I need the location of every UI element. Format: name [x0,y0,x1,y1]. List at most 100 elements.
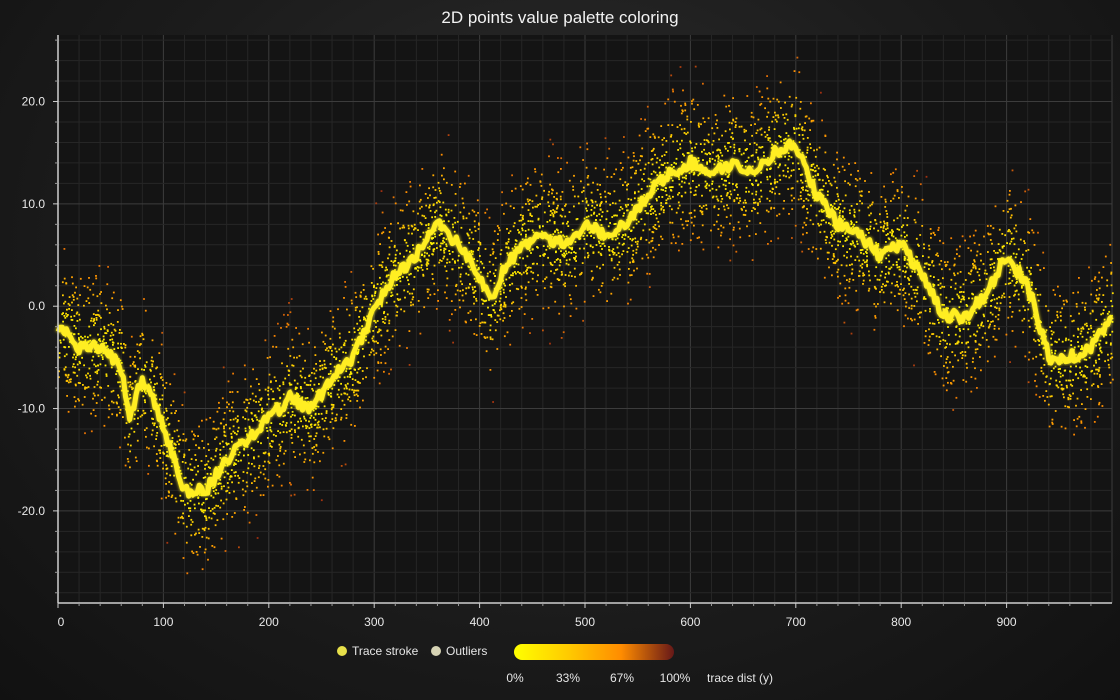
outlier-point [291,410,294,413]
outlier-point [682,227,685,230]
outlier-point [948,268,951,271]
outlier-point [608,147,611,150]
outlier-point [887,233,889,235]
outlier-point [190,468,192,471]
outlier-point [753,202,755,204]
outlier-point [443,178,445,181]
outlier-point [650,158,653,161]
outlier-point [902,294,905,297]
outlier-point [439,214,442,217]
outlier-point [290,433,293,436]
outlier-point [286,365,288,368]
outlier-point [661,139,664,141]
outlier-point [184,439,187,442]
outlier-point [973,333,976,336]
outlier-point [990,305,992,307]
outlier-point [750,111,753,114]
outlier-point [92,392,95,395]
outlier-point [1110,342,1112,345]
outlier-point [462,299,465,302]
outlier-point [941,377,944,380]
outlier-point [561,208,564,210]
outlier-point [168,433,171,436]
outlier-point [409,250,411,253]
outlier-point [386,274,388,277]
outlier-point [263,460,266,463]
outlier-point [767,139,770,141]
outlier-point [313,372,316,375]
outlier-point [412,303,414,306]
outlier-point [152,360,154,363]
outlier-point [244,409,247,412]
outlier-point [308,427,311,429]
outlier-point [503,212,505,215]
outlier-point [475,334,478,336]
outlier-point [679,124,681,126]
outlier-point [511,174,513,177]
outlier-point [542,225,544,228]
outlier-point [117,309,119,311]
outlier-point [333,384,336,386]
outlier-point [735,250,738,253]
outlier-point [1097,280,1100,283]
outlier-point [1022,275,1025,278]
outlier-point [560,168,562,170]
outlier-point [251,418,253,421]
outlier-point [354,309,357,312]
outlier-point [948,300,951,303]
outlier-point [891,232,893,235]
outlier-point [640,236,643,239]
outlier-point [149,368,152,371]
outlier-point [1022,273,1024,276]
outlier-point [428,206,431,209]
outlier-point [428,245,431,248]
outlier-point [413,223,416,226]
outlier-point [328,386,331,389]
outlier-point [842,219,844,222]
outlier-point [378,307,381,310]
outlier-point [1093,372,1096,375]
outlier-point [210,457,213,460]
outlier-point [972,263,974,265]
outlier-point [681,223,684,226]
outlier-point [974,340,977,343]
outlier-point [626,251,629,253]
outlier-point [585,216,588,219]
outlier-point [505,202,508,205]
outlier-point [782,174,785,177]
outlier-point [567,263,570,266]
outlier-point [650,150,653,152]
outlier-point [753,175,756,177]
outlier-point [634,241,637,243]
outlier-point [706,182,708,185]
outlier-point [631,261,634,263]
outlier-point [521,238,524,241]
outlier-point [1013,227,1016,230]
outlier-point [651,163,654,166]
outlier-point [341,399,344,402]
outlier-point [813,149,815,152]
outlier-point [821,211,824,213]
outlier-point [646,272,649,275]
outlier-point [185,438,188,441]
outlier-point [282,462,285,465]
outlier-point [1089,312,1092,315]
outlier-point [746,95,749,97]
outlier-point [1064,427,1067,430]
outlier-point [867,231,870,234]
outlier-point [946,371,949,374]
outlier-point [844,194,847,197]
outlier-point [848,286,851,289]
outlier-point [284,377,287,380]
outlier-point [290,494,293,497]
outlier-point [459,273,462,276]
outlier-point [780,155,783,158]
outlier-point [387,274,390,277]
outlier-point [247,418,250,421]
outlier-point [898,197,900,199]
outlier-point [856,203,858,205]
outlier-point [92,397,94,400]
outlier-point [431,237,433,240]
outlier-point [507,254,510,256]
outlier-point [212,496,215,499]
